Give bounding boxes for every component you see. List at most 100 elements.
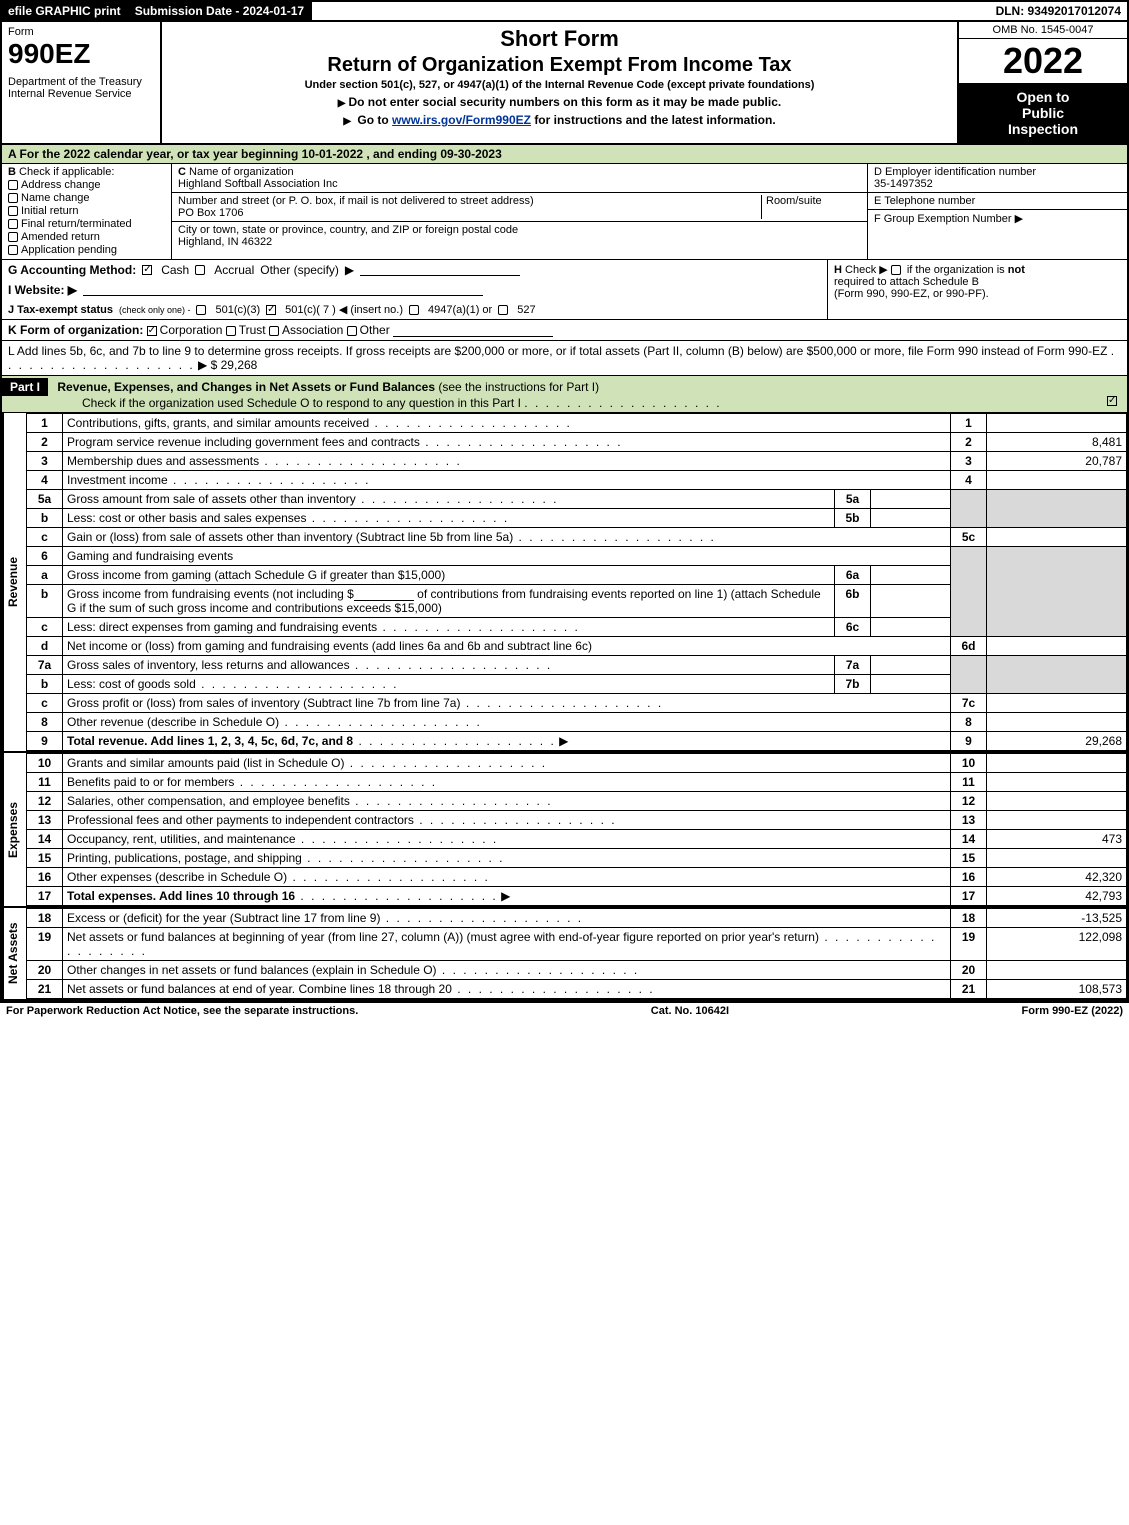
line-amt [987, 754, 1127, 773]
dots [420, 435, 623, 449]
chk-label: Final return/terminated [21, 218, 132, 230]
check-note-text: Check if the organization used Schedule … [82, 396, 521, 410]
goto-pre: Go to [357, 113, 392, 127]
row-4: 4Investment income4 [27, 471, 1127, 490]
row-11: 11Benefits paid to or for members11 [27, 773, 1127, 792]
chk-trust[interactable] [226, 326, 236, 336]
org-name: Highland Softball Association Inc [178, 178, 338, 190]
opt-corp: Corporation [160, 323, 223, 337]
chk-address-change[interactable]: Address change [8, 179, 165, 191]
chk-pending[interactable]: Application pending [8, 244, 165, 256]
chk-501c[interactable] [266, 305, 276, 315]
line-num: b [27, 675, 63, 694]
line-num: 17 [27, 887, 63, 906]
dots [377, 620, 580, 634]
line-desc: Less: cost of goods sold [67, 677, 196, 691]
chk-527[interactable] [498, 305, 508, 315]
box-val[interactable] [871, 566, 951, 585]
dots [350, 658, 553, 672]
chk-initial-return[interactable]: Initial return [8, 205, 165, 217]
line-desc: Benefits paid to or for members [67, 775, 234, 789]
line-desc: Net income or (loss) from gaming and fun… [63, 637, 951, 656]
city-row: City or town, state or province, country… [172, 222, 867, 250]
line-desc: Gaming and fundraising events [63, 547, 951, 566]
line-amt: 108,573 [987, 980, 1127, 999]
line-num: 6 [27, 547, 63, 566]
line-num: 12 [27, 792, 63, 811]
box-val[interactable] [871, 656, 951, 675]
line-desc: Printing, publications, postage, and shi… [67, 851, 302, 865]
chk-label: Amended return [21, 231, 100, 243]
irs-link[interactable]: www.irs.gov/Form990EZ [392, 113, 531, 127]
chk-cash[interactable] [142, 265, 152, 275]
box-val[interactable] [871, 675, 951, 694]
street-value: PO Box 1706 [178, 207, 243, 219]
open-line3: Inspection [965, 121, 1121, 137]
l-amount: $ 29,268 [211, 358, 258, 372]
box-val[interactable] [871, 490, 951, 509]
row-17: 17Total expenses. Add lines 10 through 1… [27, 887, 1127, 906]
footer-right: Form 990-EZ (2022) [1022, 1005, 1124, 1017]
chk-label: Initial return [21, 205, 78, 217]
line-k: K Form of organization: Corporation Trus… [2, 320, 1127, 341]
part-i-paren: (see the instructions for Part I) [438, 380, 599, 394]
title-short-form: Short Form [172, 26, 947, 52]
box-ref: 6a [835, 566, 871, 585]
other-org-input[interactable] [393, 325, 553, 337]
tax-year: 2022 [959, 39, 1127, 83]
chk-accrual[interactable] [195, 265, 205, 275]
chk-corp[interactable] [147, 326, 157, 336]
line-amt [987, 471, 1127, 490]
street-label: Number and street (or P. O. box, if mail… [178, 195, 534, 207]
chk-label: Address change [21, 179, 101, 191]
expenses-section: Expenses 10Grants and similar amounts pa… [2, 753, 1127, 908]
line-desc: Program service revenue including govern… [67, 435, 420, 449]
goto-post: for instructions and the latest informat… [534, 113, 775, 127]
line-g: G Accounting Method: Cash Accrual Other … [2, 260, 827, 280]
box-ref: 5b [835, 509, 871, 528]
i-label: I Website: ▶ [8, 283, 77, 297]
chk-assoc[interactable] [269, 326, 279, 336]
line-num: 20 [27, 961, 63, 980]
chk-sched-b[interactable] [891, 265, 901, 275]
opt-cash: Cash [161, 263, 189, 277]
line-desc: Net assets or fund balances at end of ye… [67, 982, 452, 996]
dots [460, 696, 663, 710]
line-ref: 17 [951, 887, 987, 906]
chk-final-return[interactable]: Final return/terminated [8, 218, 165, 230]
chk-name-change[interactable]: Name change [8, 192, 165, 204]
line-num: 3 [27, 452, 63, 471]
box-val[interactable] [871, 509, 951, 528]
line-num: 4 [27, 471, 63, 490]
goto-note: Go to www.irs.gov/Form990EZ for instruct… [172, 113, 947, 127]
j-label: J Tax-exempt status [8, 304, 113, 316]
part-i-header: Part I Revenue, Expenses, and Changes in… [2, 376, 1127, 413]
efile-print-label[interactable]: efile GRAPHIC print [2, 2, 129, 20]
line-amt [987, 713, 1127, 732]
line-desc: Gross amount from sale of assets other t… [67, 492, 356, 506]
chk-label: Name change [21, 192, 90, 204]
line-desc: Excess or (deficit) for the year (Subtra… [67, 911, 380, 925]
chk-4947[interactable] [409, 305, 419, 315]
website-input[interactable] [83, 284, 483, 296]
chk-schedule-o[interactable] [1107, 396, 1117, 406]
line-ref: 4 [951, 471, 987, 490]
netassets-section: Net Assets 18Excess or (deficit) for the… [2, 908, 1127, 1001]
chk-amended[interactable]: Amended return [8, 231, 165, 243]
line-num: 14 [27, 830, 63, 849]
chk-other[interactable] [347, 326, 357, 336]
box-val[interactable] [871, 618, 951, 637]
omb-number: OMB No. 1545-0047 [959, 22, 1127, 39]
chk-501c3[interactable] [196, 305, 206, 315]
line-num: 21 [27, 980, 63, 999]
line-ref: 13 [951, 811, 987, 830]
row-19: 19Net assets or fund balances at beginni… [27, 928, 1127, 961]
submission-date: Submission Date - 2024-01-17 [129, 2, 312, 20]
box-val[interactable] [871, 585, 951, 618]
netassets-table: 18Excess or (deficit) for the year (Subt… [26, 908, 1127, 999]
other-specify-input[interactable] [360, 264, 520, 276]
ein-row: D Employer identification number 35-1497… [868, 164, 1127, 193]
contrib-input[interactable] [354, 589, 414, 601]
line-num: 1 [27, 414, 63, 433]
line-num: d [27, 637, 63, 656]
